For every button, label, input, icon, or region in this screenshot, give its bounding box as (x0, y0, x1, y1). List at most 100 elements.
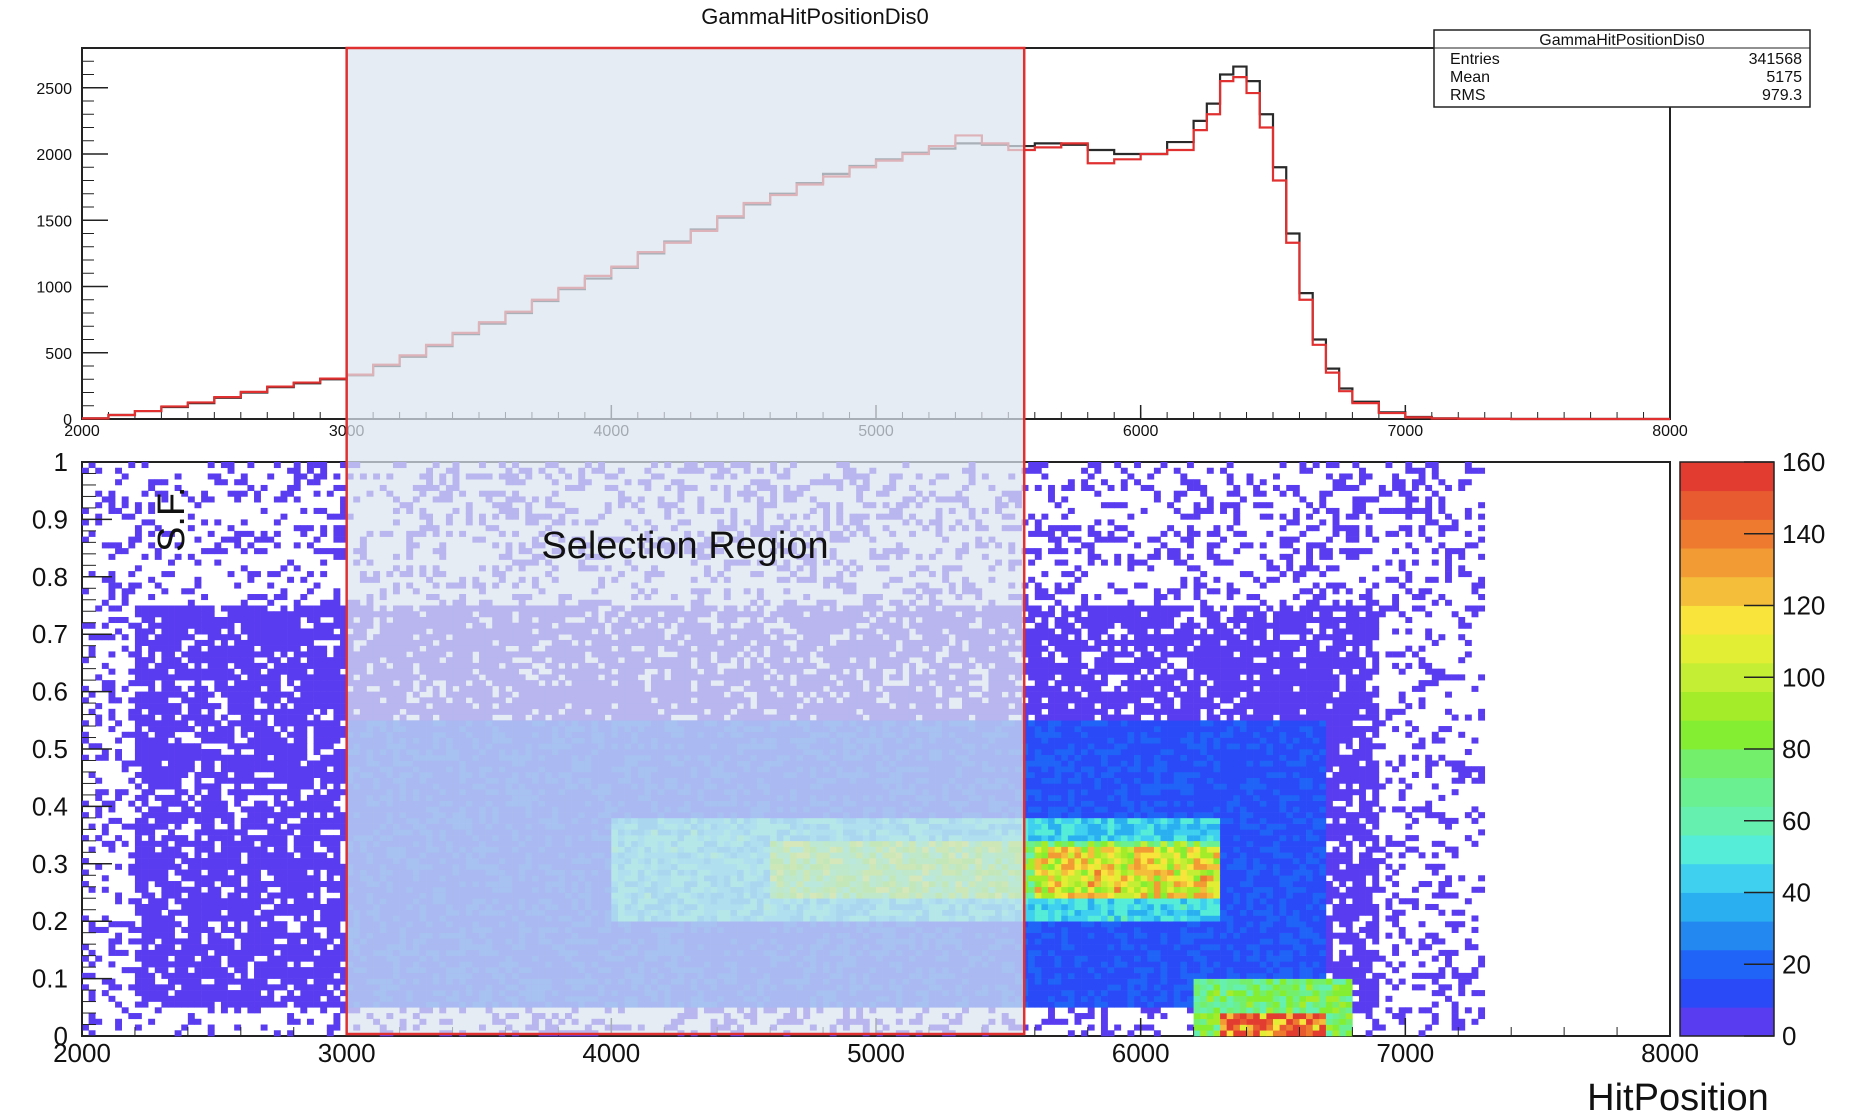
heatmap-cell (300, 473, 308, 480)
heatmap-cell (134, 680, 142, 687)
heatmap-cell (194, 984, 202, 991)
heatmap-cell (313, 634, 321, 641)
heatmap-cell (287, 858, 295, 865)
heatmap-cell (108, 594, 116, 601)
heatmap-cell (267, 743, 275, 750)
heatmap-cell (326, 840, 334, 847)
heatmap-cell (181, 616, 189, 624)
heatmap-cell (247, 760, 255, 767)
heatmap-cell (240, 990, 248, 997)
heatmap-cell (306, 835, 314, 842)
heatmap-cell (313, 863, 321, 870)
heatmap-cell (181, 990, 189, 997)
heatmap-cell (340, 892, 347, 899)
heatmap-cell (254, 766, 261, 773)
heatmap-cell (108, 542, 116, 549)
heatmap-cell (333, 915, 341, 922)
heatmap-cell (287, 995, 295, 1002)
heatmap-cell (240, 743, 248, 750)
heatmap-cell (154, 932, 162, 939)
heatmap-cell (201, 519, 209, 526)
heatmap-cell (181, 898, 189, 905)
heatmap-cell (227, 462, 235, 469)
stats-label-rms: RMS (1450, 87, 1486, 104)
heatmap-cell (168, 639, 175, 646)
heatmap-cell (141, 743, 149, 750)
heatmap-cell (174, 972, 182, 979)
heatmap-cell (168, 754, 175, 761)
heatmap-cell (174, 743, 182, 750)
heatmap-cell (82, 467, 89, 474)
heatmap-cell (273, 657, 281, 664)
heatmap-cell (121, 789, 129, 796)
heatmap-cell (108, 507, 116, 514)
heatmap-cell (293, 771, 301, 778)
heatmap-cell (313, 1001, 321, 1008)
heatmap-cell (340, 496, 347, 503)
heatmap-cell (168, 708, 175, 715)
heatmap-cell (260, 881, 268, 888)
heatmap-cell (227, 651, 235, 658)
heatmap-cell (161, 955, 169, 962)
heatmap-cell (227, 898, 235, 905)
heatmap-cell (154, 875, 162, 882)
heatmap-cell (88, 846, 96, 853)
heatmap-cell (134, 605, 142, 612)
heatmap-cell (187, 921, 195, 928)
heatmap-cell (141, 657, 149, 664)
heatmap-cell (326, 1030, 334, 1037)
heatmap-cell (141, 829, 149, 836)
heatmap-cell (141, 490, 149, 497)
heatmap-cell (227, 536, 235, 543)
heatmap-cell (148, 507, 156, 514)
heatmap-cell (134, 651, 142, 658)
heatmap-cell (280, 852, 288, 859)
heatmap-cell (260, 1024, 268, 1031)
heatmap-cell (214, 858, 222, 865)
heatmap-cell (207, 800, 215, 807)
heatmap-cell (340, 634, 347, 641)
heatmap-cell (220, 846, 228, 853)
heatmap-cell (220, 737, 228, 744)
heatmap-cell (88, 645, 96, 652)
heatmap-cell (320, 634, 328, 641)
heatmap-cell (260, 995, 268, 1002)
heatmap-cell (234, 990, 242, 997)
heatmap-cell (326, 731, 334, 738)
heatmap-cell (300, 674, 308, 681)
heatmap-cell (313, 548, 321, 555)
heatmap-cell (207, 858, 215, 865)
heatmap-cell (333, 812, 341, 819)
heatmap-cell (313, 622, 321, 629)
heatmap-cell (273, 743, 281, 750)
heatmap-cell (313, 932, 321, 939)
heatmap-cell (326, 817, 334, 824)
heatmap-cell (181, 628, 189, 635)
heatmap-cell (187, 513, 195, 520)
heatmap-cell (300, 909, 308, 916)
heatmap-cell (95, 605, 103, 612)
heatmap-cell (161, 685, 169, 692)
heatmap-cell (247, 978, 255, 985)
heatmap-cell (128, 708, 136, 715)
heatmap-cell (280, 691, 288, 698)
heatmap-cell (247, 921, 255, 928)
heatmap-cell (267, 473, 275, 480)
top-ytick-label: 1500 (36, 213, 72, 230)
heatmap-cell (207, 760, 215, 767)
heatmap-cell (267, 812, 275, 819)
heatmap-cell (320, 961, 328, 968)
heatmap-cell (141, 662, 149, 669)
heatmap-cell (108, 944, 116, 951)
heatmap-cell (82, 835, 89, 842)
heatmap-cell (313, 823, 321, 830)
heatmap-cell (247, 846, 255, 853)
heatmap-cell (326, 726, 334, 733)
heatmap-cell (141, 639, 149, 646)
heatmap-cell (148, 823, 156, 830)
heatmap-cell (181, 817, 189, 824)
heatmap-cell (168, 892, 175, 899)
heatmap-cell (108, 846, 116, 853)
heatmap-cell (300, 668, 308, 675)
heatmap-cell (313, 961, 321, 968)
